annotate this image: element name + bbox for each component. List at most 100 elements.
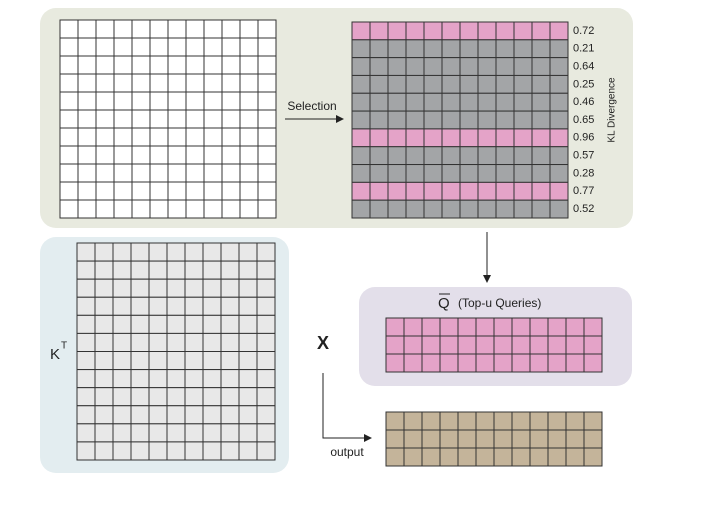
key-cell xyxy=(220,332,240,352)
key-cell xyxy=(76,314,96,334)
input-cell xyxy=(95,109,115,129)
kl-value: 0.65 xyxy=(573,114,594,126)
input-cell xyxy=(95,73,115,93)
key-cell xyxy=(112,242,132,262)
key-cell xyxy=(112,332,132,352)
selected-cell xyxy=(351,57,371,76)
selected-cell xyxy=(549,57,569,76)
selected-cell xyxy=(441,74,461,94)
query-cell xyxy=(583,335,603,355)
output-cell xyxy=(511,411,531,431)
selected-cell xyxy=(387,92,407,112)
selected-cell xyxy=(387,110,407,130)
key-cell xyxy=(148,278,168,298)
key-cell xyxy=(76,441,96,461)
selected-cell xyxy=(495,21,515,41)
key-cell xyxy=(184,296,204,316)
input-cell xyxy=(221,181,241,201)
selected-cell xyxy=(477,92,497,112)
query-cell xyxy=(385,353,405,373)
selected-cell xyxy=(369,92,389,112)
input-cell xyxy=(113,73,133,93)
selected-cell xyxy=(423,92,443,112)
selected-cell xyxy=(405,146,425,166)
key-cell xyxy=(94,387,114,407)
input-cell xyxy=(203,73,223,93)
key-cell xyxy=(184,441,204,461)
selected-cell xyxy=(531,128,551,148)
key-cell xyxy=(256,314,276,334)
kl-value: 0.77 xyxy=(573,185,594,197)
key-cell xyxy=(184,278,204,298)
key-cell xyxy=(166,296,186,316)
input-cell xyxy=(167,37,187,57)
key-cell xyxy=(148,441,168,461)
output-cell xyxy=(583,447,603,467)
selected-cell xyxy=(351,21,371,41)
selected-cell xyxy=(531,57,551,76)
selected-cell xyxy=(549,146,569,166)
input-cell xyxy=(203,37,223,57)
selected-cell xyxy=(405,74,425,94)
selected-cell xyxy=(423,21,443,41)
selected-cell xyxy=(351,199,371,219)
key-cell xyxy=(148,296,168,316)
query-cell xyxy=(403,335,423,355)
key-cell xyxy=(202,405,222,425)
input-cell xyxy=(59,127,79,147)
key-cell xyxy=(76,387,96,407)
input-cell xyxy=(203,19,223,39)
kl-value: 0.72 xyxy=(573,25,594,37)
output-cell xyxy=(421,429,441,449)
selected-cell xyxy=(441,92,461,112)
query-cell xyxy=(457,353,477,373)
key-cell xyxy=(166,351,186,371)
key-cell xyxy=(94,405,114,425)
key-cell xyxy=(238,242,258,262)
input-cell xyxy=(95,55,115,75)
input-cell xyxy=(59,145,79,165)
key-cell xyxy=(184,405,204,425)
query-cell xyxy=(475,317,495,337)
key-cell xyxy=(166,441,186,461)
selected-cell xyxy=(441,199,461,219)
output-cell xyxy=(475,429,495,449)
query-cell xyxy=(547,353,567,373)
output-cell xyxy=(457,429,477,449)
output-cell xyxy=(547,447,567,467)
selected-cell xyxy=(513,146,533,166)
query-cell xyxy=(529,353,549,373)
query-cell xyxy=(511,353,531,373)
key-cell xyxy=(94,441,114,461)
input-cell xyxy=(221,19,241,39)
input-cell xyxy=(131,199,151,219)
grids xyxy=(59,19,603,467)
selected-cell xyxy=(477,146,497,166)
selected-cell xyxy=(531,110,551,130)
key-cell xyxy=(256,332,276,352)
selected-cell xyxy=(369,74,389,94)
kl-value: 0.21 xyxy=(573,43,594,55)
key-cell xyxy=(148,260,168,280)
selected-cell xyxy=(351,164,371,183)
input-cell xyxy=(185,73,205,93)
selected-cell xyxy=(459,21,479,41)
input-cell xyxy=(77,37,97,57)
key-cell xyxy=(184,351,204,371)
input-cell xyxy=(203,109,223,129)
multiply-label: X xyxy=(317,333,329,353)
key-cell xyxy=(256,351,276,371)
key-cell xyxy=(220,314,240,334)
output-cell xyxy=(421,411,441,431)
selected-cell xyxy=(459,74,479,94)
key-cell xyxy=(76,278,96,298)
output-cell xyxy=(511,429,531,449)
input-cell xyxy=(149,163,169,183)
input-cell xyxy=(221,145,241,165)
input-cell xyxy=(131,181,151,201)
key-cell xyxy=(76,423,96,443)
key-cell xyxy=(166,423,186,443)
selected-cell xyxy=(459,181,479,201)
key-cell xyxy=(130,278,150,298)
